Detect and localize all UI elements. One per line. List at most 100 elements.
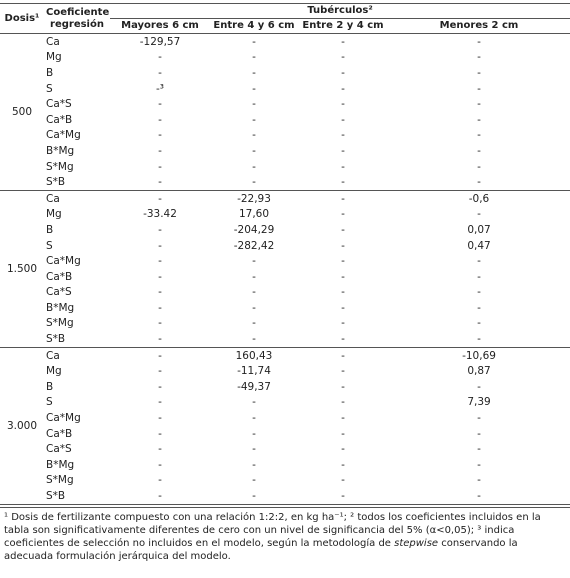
value-cell: - bbox=[477, 458, 481, 471]
value-cell: - bbox=[252, 51, 256, 64]
value-cell: - bbox=[158, 113, 162, 126]
value-cell: - bbox=[341, 192, 345, 205]
value-cell: - bbox=[341, 443, 345, 456]
table-row: Mg - -11,74 - 0,87 bbox=[0, 363, 570, 379]
dosis-cell: 3.000 bbox=[0, 347, 44, 505]
value-cell: - bbox=[477, 301, 481, 314]
table-row: B - -49,37 - - bbox=[0, 379, 570, 395]
coef-cell: B*Mg bbox=[46, 144, 75, 157]
value-cell: -204,29 bbox=[233, 223, 275, 236]
value-cell: - bbox=[341, 113, 345, 126]
value-cell: - bbox=[477, 286, 481, 299]
value-cell: - bbox=[158, 474, 162, 487]
value-cell: - bbox=[341, 98, 345, 111]
dosis-cell: 1.500 bbox=[0, 190, 44, 348]
value-cell: 0,87 bbox=[467, 365, 491, 378]
value-cell: - bbox=[252, 35, 256, 48]
value-cell: - bbox=[158, 255, 162, 268]
value-cell: - bbox=[341, 427, 345, 440]
coef-cell: Ca*S bbox=[46, 443, 72, 456]
footnote-text: ¹ Dosis de fertilizante compuesto con un… bbox=[4, 511, 541, 549]
value-cell: - bbox=[477, 317, 481, 330]
value-cell: - bbox=[477, 35, 481, 48]
value-cell: - bbox=[158, 333, 162, 346]
table-row: S -³ - - - bbox=[0, 81, 570, 97]
value-cell: - bbox=[158, 301, 162, 314]
value-cell: - bbox=[252, 270, 256, 283]
value-cell: - bbox=[477, 380, 481, 393]
dosis-cell: 500 bbox=[0, 33, 44, 191]
table-row: S*B - - - - bbox=[0, 488, 570, 505]
value-cell: 160,43 bbox=[235, 349, 273, 362]
table-row: Ca*B - - - - bbox=[0, 269, 570, 285]
coef-cell: Ca*Mg bbox=[46, 129, 81, 142]
value-cell: - bbox=[341, 239, 345, 252]
table-row: B - -204,29 - 0,07 bbox=[0, 222, 570, 238]
value-cell: - bbox=[477, 129, 481, 142]
column-header: Entre 2 y 4 cm bbox=[302, 20, 384, 31]
value-cell: - bbox=[252, 490, 256, 503]
table-row: B---- bbox=[0, 65, 570, 81]
coef-cell: Ca*B bbox=[46, 270, 73, 283]
value-cell: -³ bbox=[156, 82, 164, 95]
table-row: Ca*S - - - - bbox=[0, 285, 570, 301]
value-cell: - bbox=[341, 129, 345, 142]
coef-cell: S*B bbox=[46, 333, 66, 346]
value-cell: - bbox=[341, 144, 345, 157]
table-row: Ca*Mg - - - - bbox=[0, 128, 570, 144]
coef-cell: Ca bbox=[46, 35, 60, 48]
value-cell: - bbox=[252, 144, 256, 157]
table-row: 3.000 Ca - 160,43 - -10,69 bbox=[0, 347, 570, 505]
table-row: Ca*B - - - - bbox=[0, 112, 570, 128]
table-row: Ca*S - - - - bbox=[0, 96, 570, 112]
value-cell: - bbox=[158, 286, 162, 299]
value-cell: -282,42 bbox=[233, 239, 275, 252]
value-cell: - bbox=[477, 98, 481, 111]
coef-cell: B bbox=[46, 66, 54, 79]
value-cell: - bbox=[341, 223, 345, 236]
table-row: S*B - - - - bbox=[0, 174, 570, 191]
value-cell: - bbox=[158, 443, 162, 456]
value-cell: - bbox=[252, 176, 256, 189]
value-cell: - bbox=[477, 144, 481, 157]
value-cell: - bbox=[341, 490, 345, 503]
table-row: B*Mg - - - - bbox=[0, 143, 570, 159]
header-tuberculos: Tubérculos² bbox=[110, 3, 570, 19]
value-cell: - bbox=[341, 35, 345, 48]
value-cell: - bbox=[252, 443, 256, 456]
value-cell: - bbox=[158, 365, 162, 378]
value-cell: - bbox=[341, 160, 345, 173]
value-cell: - bbox=[341, 286, 345, 299]
value-cell: - bbox=[341, 176, 345, 189]
value-cell: - bbox=[477, 51, 481, 64]
table-row: S - - - 7,39 bbox=[0, 395, 570, 411]
coef-cell: S*B bbox=[46, 490, 66, 503]
value-cell: - bbox=[252, 412, 256, 425]
page: Dosis¹ Coeficiente regresión Tubérculos²… bbox=[0, 3, 570, 578]
column-header: Mayores 6 cm bbox=[121, 20, 199, 31]
value-cell: -49,37 bbox=[237, 380, 271, 393]
coef-cell: S*Mg bbox=[46, 474, 74, 487]
value-cell: - bbox=[158, 490, 162, 503]
table-row: 500 Ca -129,57 - - - bbox=[0, 33, 570, 191]
coef-cell: Mg bbox=[46, 51, 62, 64]
table-row: Ca*B - - - - bbox=[0, 426, 570, 442]
value-cell: - bbox=[341, 317, 345, 330]
results-table: Dosis¹ Coeficiente regresión Tubérculos²… bbox=[0, 3, 570, 505]
value-cell: - bbox=[158, 66, 162, 79]
value-cell: - bbox=[252, 255, 256, 268]
value-cell: -33.42 bbox=[143, 208, 177, 221]
value-cell: - bbox=[341, 66, 345, 79]
value-cell: - bbox=[158, 380, 162, 393]
value-cell: - bbox=[158, 144, 162, 157]
value-cell: -129,57 bbox=[139, 35, 181, 48]
coef-cell: B*Mg bbox=[46, 458, 75, 471]
coef-cell: S*B bbox=[46, 176, 66, 189]
table-row: B*Mg - - - - bbox=[0, 457, 570, 473]
value-cell: - bbox=[341, 51, 345, 64]
value-cell: - bbox=[158, 223, 162, 236]
table-row: S*Mg - - - - bbox=[0, 316, 570, 332]
value-cell: - bbox=[477, 333, 481, 346]
coef-cell: S bbox=[46, 239, 53, 252]
value-cell: - bbox=[158, 349, 162, 362]
